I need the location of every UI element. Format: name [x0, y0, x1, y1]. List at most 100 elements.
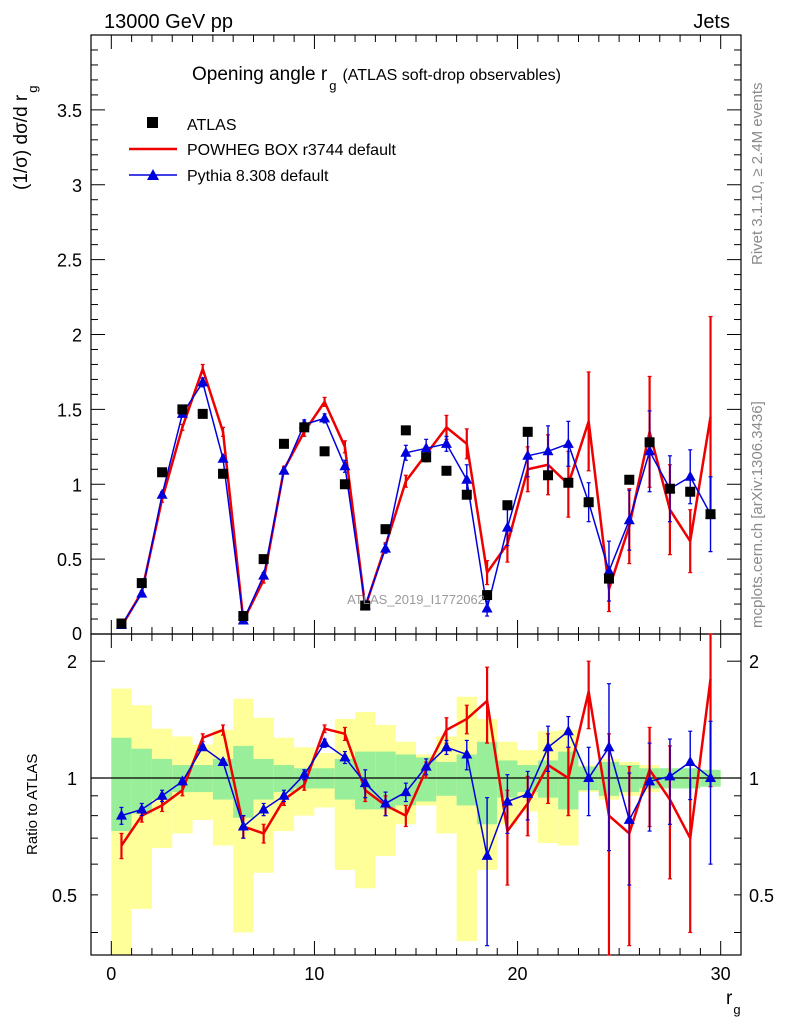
pythia-ratio-marker-24: [603, 741, 615, 752]
pythia-top-marker-11: [339, 460, 351, 471]
y-tick-label-bottom-1: 1: [67, 769, 77, 789]
pythia-ratio-marker-11: [339, 751, 351, 762]
pythia-top-marker-4: [197, 376, 209, 387]
atlas-point-13: [380, 524, 391, 535]
x-tick-label-0: 0: [106, 964, 116, 984]
pythia-top-marker-13: [380, 542, 392, 553]
pythia-ratio-marker-0: [115, 809, 127, 820]
pythia-ratio-marker-4: [197, 741, 209, 752]
atlas-point-15: [421, 452, 432, 463]
pythia-top-marker-24: [603, 565, 615, 576]
pythia-ratio-marker-27: [664, 770, 676, 781]
y-tick-label-top-2: 1.5: [57, 400, 82, 420]
pythia-ratio-marker-22: [562, 725, 574, 736]
pythia-top-marker-21: [542, 445, 554, 456]
rivet-label: Rivet 3.1.10, ≥ 2.4M events: [749, 83, 766, 266]
x-tick-label-1: 10: [304, 964, 324, 984]
header-left: 13000 GeV pp: [104, 11, 233, 33]
band-inner-16: [436, 761, 457, 796]
pythia-ratio-marker-18: [481, 849, 493, 860]
legend-atlas-marker: [147, 117, 158, 128]
pythia-top-marker-26: [644, 445, 656, 456]
atlas-point-16: [441, 465, 452, 476]
y-tick-label-bottom-right-1: 1: [749, 769, 759, 789]
pythia-ratio-marker-25: [623, 813, 635, 824]
atlas-point-29: [705, 509, 716, 520]
pythia-top-marker-8: [278, 464, 290, 475]
atlas-point-24: [603, 573, 614, 584]
x-axis-label: rg: [726, 988, 741, 1017]
pythia-ratio-marker-13: [380, 797, 392, 808]
atlas-point-1: [136, 578, 147, 589]
mcplots-label: mcplots.cern.ch [arXiv:1306.3436]: [749, 401, 766, 628]
atlas-point-14: [400, 425, 411, 436]
pythia-ratio-marker-23: [583, 772, 595, 783]
band-inner-11: [334, 758, 356, 800]
y-tick-label-top-1: 1: [72, 475, 82, 495]
pythia-ratio-marker-15: [420, 760, 432, 771]
band-inner-2: [151, 758, 173, 800]
band-inner-0: [111, 737, 132, 832]
band-inner-1: [131, 748, 152, 814]
pythia-top-marker-18: [481, 602, 493, 613]
atlas-point-10: [319, 446, 330, 457]
axis-ticks: 0 10 20 30 0.5 1 1.5 2 2.5 3 3.5 0 0.5 0.5 1 1 2 2: [52, 35, 774, 984]
pythia-top-marker-10: [319, 412, 331, 423]
legend-pythia-label: Pythia 8.308 default: [187, 168, 329, 185]
pythia-ratio-marker-12: [359, 777, 371, 788]
pythia-top-marker-2: [156, 488, 168, 499]
pythia-ratio-marker-3: [176, 775, 188, 786]
analysis-watermark: ATLAS_2019_I1772062: [347, 592, 485, 607]
y-tick-label-top-0: 0.5: [57, 550, 82, 570]
x-tick-label-3: 30: [711, 964, 731, 984]
atlas-point-5: [218, 468, 229, 479]
pythia-ratio-marker-6: [237, 820, 249, 831]
band-inner-14: [395, 754, 416, 806]
atlas-point-18: [482, 590, 493, 601]
pythia-ratio-marker-21: [542, 741, 554, 752]
pythia-top-marker-5: [217, 452, 229, 463]
pythia-top-marker-19: [501, 521, 513, 532]
legend-atlas-label: ATLAS: [187, 117, 237, 134]
pythia-top-marker-7: [258, 569, 270, 580]
atlas-point-27: [664, 483, 675, 494]
pythia-top-marker-25: [623, 514, 635, 525]
pythia-ratio-marker-17: [461, 748, 473, 759]
y-axis-label-bottom: Ratio to ATLAS: [24, 754, 41, 855]
y-tick-label-top-zero: 0: [72, 624, 82, 644]
band-inner-15: [416, 757, 437, 802]
pythia-ratio-marker-8: [278, 789, 290, 800]
atlas-point-2: [157, 467, 168, 478]
pythia-top-marker-14: [400, 446, 412, 457]
pythia-ratio-line: [121, 730, 711, 857]
pythia-ratio-marker-10: [319, 737, 331, 748]
pythia-ratio-marker-1: [136, 803, 148, 814]
band-inner-7: [253, 758, 274, 800]
atlas-point-22: [563, 477, 574, 488]
pythia-ratio-marker-5: [217, 755, 229, 766]
y-tick-label-bottom-right-0: 0.5: [749, 886, 774, 906]
ratio-panel-series: [115, 633, 717, 956]
atlas-point-23: [583, 497, 594, 508]
pythia-ratio-marker-28: [684, 755, 696, 766]
atlas-point-0: [116, 618, 127, 629]
y-tick-label-top-3: 2: [72, 326, 82, 346]
y-tick-label-bottom-0: 0.5: [52, 886, 77, 906]
pythia-top-marker-22: [562, 437, 574, 448]
y-tick-label-bottom-2: 2: [67, 652, 77, 672]
legend-pythia-marker: [147, 169, 159, 180]
atlas-point-6: [238, 611, 249, 622]
band-inner-18: [476, 741, 498, 825]
pythia-ratio-marker-7: [258, 803, 270, 814]
atlas-point-26: [644, 437, 655, 448]
atlas-point-25: [624, 474, 635, 485]
pythia-ratio-marker-9: [298, 768, 310, 779]
pythia-ratio-marker-20: [522, 787, 534, 798]
pythia-top-marker-1: [136, 587, 148, 598]
powheg-ratio-line: [120, 678, 712, 847]
chart-title: Opening angle rg(ATLAS soft-drop observa…: [192, 64, 561, 93]
main-panel-series: [115, 315, 717, 630]
atlas-point-28: [685, 486, 696, 497]
atlas-point-20: [522, 426, 533, 437]
